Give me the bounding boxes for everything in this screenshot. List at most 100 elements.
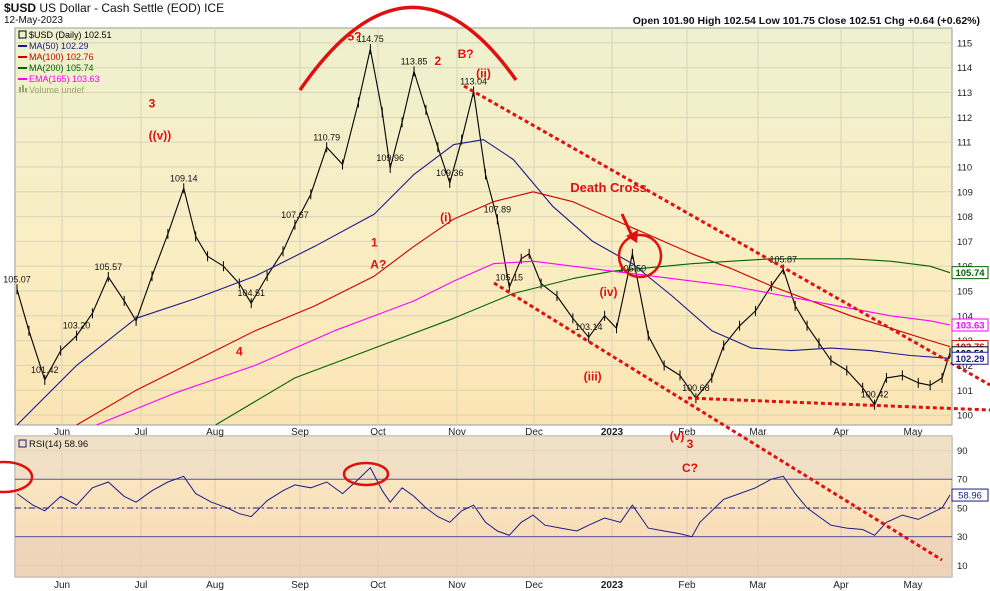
x-tick-label: Sep bbox=[291, 580, 309, 591]
price-label: 107.89 bbox=[484, 204, 512, 214]
price-label: 114.75 bbox=[357, 34, 384, 44]
legend-marker bbox=[18, 30, 27, 39]
last-value-label: 105.74 bbox=[955, 268, 985, 279]
wave-annotation: B? bbox=[458, 47, 474, 61]
legend-entry: MA(100) 102.76 bbox=[29, 52, 94, 62]
x-tick-label: Dec bbox=[525, 427, 543, 438]
legend-entry: MA(50) 102.29 bbox=[29, 41, 89, 51]
wave-annotation: 5? bbox=[347, 29, 361, 43]
series-line-ema-165 bbox=[96, 260, 951, 425]
top-arc bbox=[298, 5, 518, 91]
y-tick-label: 50 bbox=[957, 503, 968, 514]
rsi-last-value-label: 58.96 bbox=[958, 491, 982, 502]
series-line-ma-200 bbox=[215, 258, 951, 425]
price-label: 101.42 bbox=[31, 365, 59, 375]
price-label: 105.50 bbox=[619, 264, 647, 274]
wave-annotation: Death Cross bbox=[570, 180, 647, 195]
y-tick-label: 113 bbox=[957, 88, 972, 99]
last-value-label: 102.29 bbox=[955, 354, 984, 365]
legend-marker bbox=[22, 85, 24, 92]
rsi-oversold-band bbox=[15, 536, 952, 577]
legend-marker bbox=[18, 439, 27, 448]
price-label: 113.85 bbox=[401, 56, 428, 66]
y-tick-label: 101 bbox=[957, 386, 973, 397]
wave-annotation: A? bbox=[370, 258, 386, 272]
price-label: 100.68 bbox=[682, 383, 710, 393]
y-tick-label: 109 bbox=[957, 187, 973, 198]
legend-marker bbox=[19, 87, 21, 92]
legend-entry: $USD (Daily) 102.51 bbox=[29, 30, 112, 40]
y-tick-label: 90 bbox=[957, 446, 968, 457]
y-tick-label: 108 bbox=[957, 212, 973, 223]
x-tick-label: Mar bbox=[749, 427, 767, 438]
ohlc-readout: Open 101.90 High 102.54 Low 101.75 Close… bbox=[632, 15, 980, 27]
wave-annotation: 3 bbox=[687, 437, 694, 451]
death-cross-arrowhead bbox=[626, 230, 638, 243]
rsi-line bbox=[16, 466, 951, 538]
legend-marker bbox=[25, 88, 27, 92]
price-label: 103.14 bbox=[575, 322, 603, 332]
chart-date: 12-May-2023 bbox=[4, 15, 63, 26]
price-label: 113.04 bbox=[460, 77, 487, 87]
price-label: 109.96 bbox=[376, 153, 404, 163]
last-value-box bbox=[951, 351, 989, 365]
description: US Dollar - Cash Settle (EOD) ICE bbox=[39, 1, 225, 15]
x-tick-label: Oct bbox=[370, 427, 386, 438]
price-label: 105.57 bbox=[95, 262, 123, 272]
series-line-ma-100 bbox=[76, 191, 951, 425]
x-tick-label: May bbox=[904, 580, 923, 591]
wave-annotation: 4 bbox=[236, 345, 243, 359]
x-tick-label: Dec bbox=[525, 580, 543, 591]
wave-annotation: ((v)) bbox=[149, 129, 172, 143]
y-tick-label: 104 bbox=[957, 311, 973, 322]
y-tick-label: 100 bbox=[957, 411, 973, 422]
price-label: 109.36 bbox=[436, 168, 464, 178]
price-label: 110.79 bbox=[313, 132, 340, 142]
wave-annotation: C? bbox=[682, 461, 698, 475]
x-tick-label: Apr bbox=[833, 427, 849, 438]
x-tick-label: Sep bbox=[291, 427, 309, 438]
x-tick-label: 2023 bbox=[601, 427, 624, 438]
x-tick-label: Feb bbox=[678, 580, 696, 591]
series-line-ma-50 bbox=[16, 139, 951, 425]
x-tick-label: 2023 bbox=[601, 580, 624, 591]
y-tick-label: 114 bbox=[957, 63, 972, 74]
y-tick-label: 10 bbox=[957, 561, 968, 572]
wave-annotation: 1 bbox=[371, 235, 378, 249]
y-tick-label: 30 bbox=[957, 532, 968, 543]
x-tick-label: Jun bbox=[54, 427, 70, 438]
price-panel bbox=[14, 27, 953, 426]
wave-annotation: (i) bbox=[440, 211, 451, 225]
y-tick-label: 115 bbox=[957, 38, 972, 49]
symbol: $USD bbox=[4, 1, 37, 15]
channel-lower-line bbox=[493, 281, 943, 562]
x-tick-label: Nov bbox=[448, 580, 466, 591]
rsi-overbought-band bbox=[15, 436, 952, 480]
x-tick-label: Aug bbox=[206, 427, 224, 438]
rsi-ellipse-left bbox=[0, 460, 34, 494]
wave-annotation: 2 bbox=[434, 54, 441, 68]
y-tick-label: 111 bbox=[957, 138, 971, 149]
price-label: 109.14 bbox=[170, 173, 198, 183]
price-label: 107.67 bbox=[281, 210, 309, 220]
price-label: 105.87 bbox=[769, 254, 797, 264]
x-tick-label: Feb bbox=[678, 427, 696, 438]
wave-annotation: (v) bbox=[670, 429, 685, 443]
wave-annotation: (iii) bbox=[584, 369, 602, 383]
legend-entry: EMA(165) 103.63 bbox=[29, 74, 100, 84]
legend-entry: MA(200) 105.74 bbox=[29, 63, 94, 73]
y-tick-label: 102 bbox=[957, 361, 973, 372]
y-tick-label: 112 bbox=[957, 113, 972, 124]
x-tick-label: May bbox=[904, 427, 923, 438]
y-tick-label: 70 bbox=[957, 475, 968, 486]
price-label: 104.51 bbox=[237, 288, 265, 298]
channel-upper-line bbox=[463, 84, 990, 387]
death-cross-arrow bbox=[620, 213, 634, 237]
x-tick-label: Nov bbox=[448, 427, 466, 438]
x-tick-label: Mar bbox=[749, 580, 767, 591]
wave-annotation: (iv) bbox=[600, 285, 618, 299]
x-tick-label: Jun bbox=[54, 580, 70, 591]
rsi-legend: RSI(14) 58.96 bbox=[29, 439, 88, 450]
wave-annotation: 3 bbox=[149, 96, 156, 110]
